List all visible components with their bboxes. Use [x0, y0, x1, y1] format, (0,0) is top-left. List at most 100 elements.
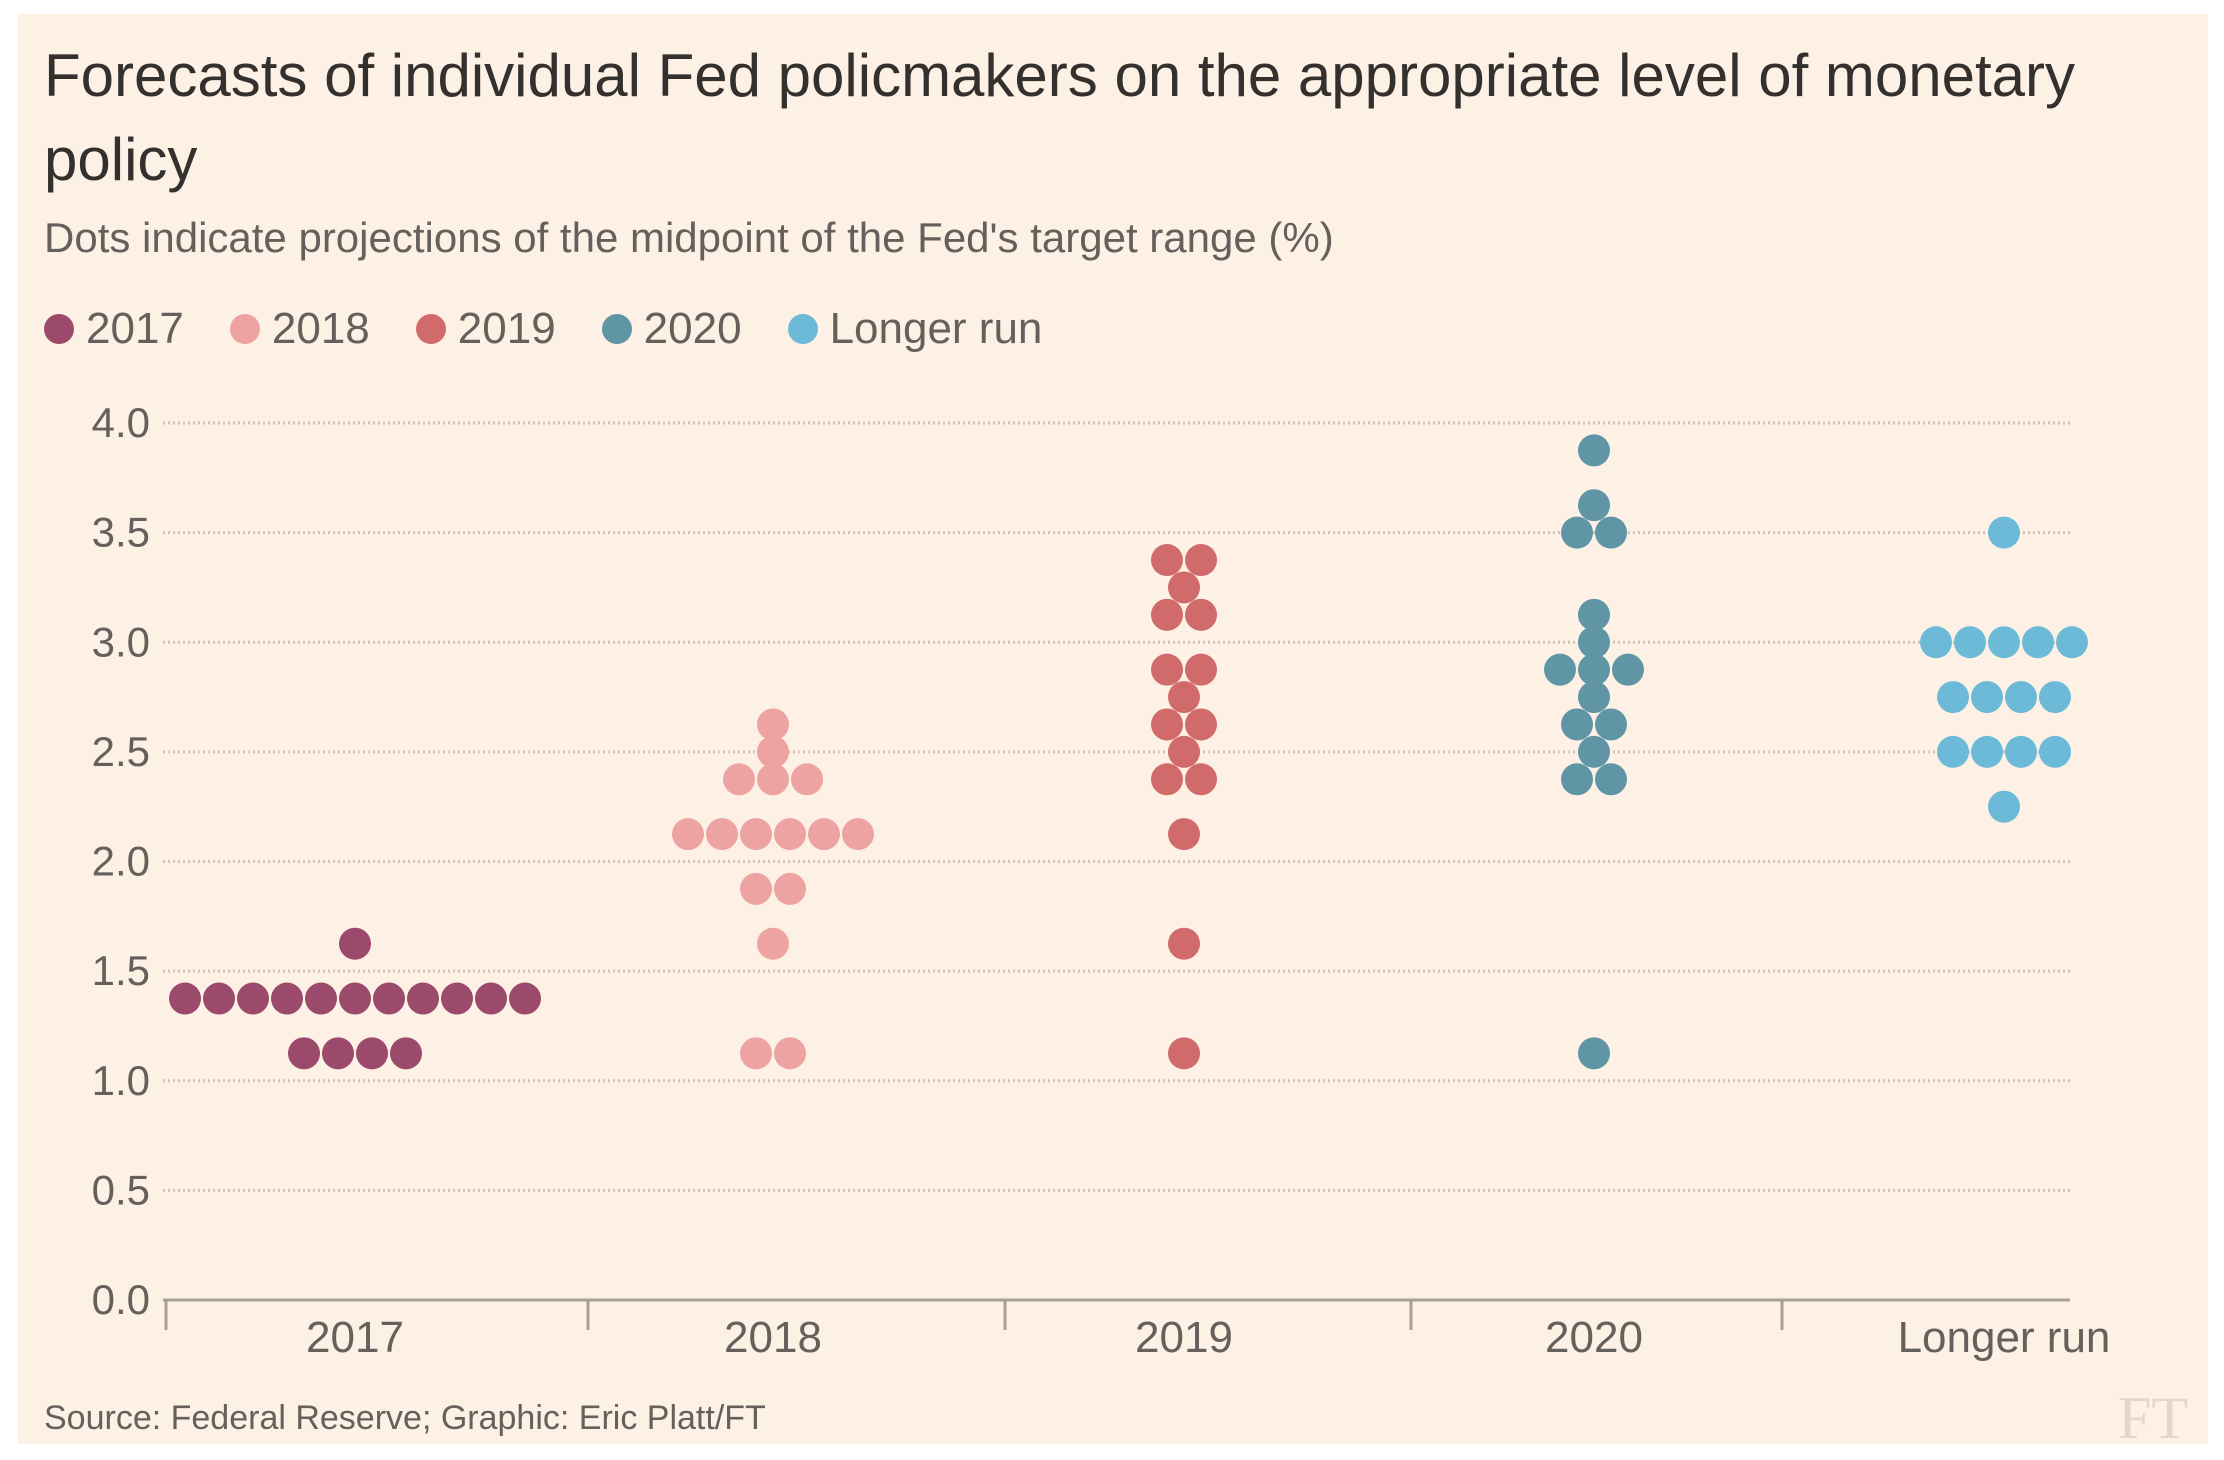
legend-label: 2019 [457, 304, 556, 353]
x-tick-label: Longer run [1898, 1313, 2111, 1362]
legend-label: 2020 [643, 304, 742, 353]
chart-card: Forecasts of individual Fed policmakers … [18, 14, 2208, 1451]
dot-2018 [706, 818, 738, 851]
dot-2017 [441, 982, 473, 1015]
dot-2017 [339, 982, 371, 1015]
dot-2018 [740, 818, 772, 851]
dot-2017 [356, 1037, 388, 1070]
dot-2018 [723, 763, 755, 796]
dot-2020 [1595, 516, 1627, 549]
dot-longer-run [1920, 626, 1952, 659]
x-tick-label: 2018 [724, 1313, 822, 1362]
dot-2018 [842, 818, 874, 851]
dot-2020 [1578, 653, 1610, 686]
dot-longer-run [2039, 681, 2071, 714]
dot-2019 [1151, 708, 1183, 741]
dot-2020 [1595, 763, 1627, 796]
dot-2019 [1151, 653, 1183, 686]
y-tick-label: 1.5 [92, 947, 150, 994]
dot-2020 [1544, 653, 1576, 686]
dot-2017 [169, 982, 201, 1015]
source-note: Source: Federal Reserve; Graphic: Eric P… [44, 1399, 766, 1437]
dot-2017 [203, 982, 235, 1015]
y-tick-label: 4.0 [92, 399, 150, 446]
dot-2019 [1185, 653, 1217, 686]
legend: 2017 2018 2019 2020 Longer run [44, 304, 1042, 354]
dot-longer-run [2022, 626, 2054, 659]
dot-longer-run [1937, 681, 1969, 714]
dot-2019 [1168, 927, 1200, 960]
dot-2017 [373, 982, 405, 1015]
dot-2017 [407, 982, 439, 1015]
legend-item: 2017 [44, 304, 184, 354]
dot-2017 [271, 982, 303, 1015]
dot-2017 [322, 1037, 354, 1070]
dot-2020 [1578, 735, 1610, 768]
dot-2019 [1151, 598, 1183, 631]
legend-swatch [415, 314, 446, 344]
y-tick-label: 0.0 [92, 1276, 150, 1323]
dot-2019 [1151, 544, 1183, 577]
dot-2018 [774, 1037, 806, 1070]
dot-longer-run [1937, 735, 1969, 768]
dot-2019 [1168, 571, 1200, 604]
dot-2018 [672, 818, 704, 851]
dot-longer-run [2005, 735, 2037, 768]
dot-longer-run [1971, 681, 2003, 714]
dot-2020 [1578, 434, 1610, 467]
dot-longer-run [1971, 735, 2003, 768]
dot-2020 [1578, 598, 1610, 631]
x-tick-label: 2019 [1135, 1313, 1233, 1362]
dot-2018 [774, 872, 806, 905]
dot-2018 [791, 763, 823, 796]
dot-2018 [757, 708, 789, 741]
dot-2018 [757, 927, 789, 960]
dot-2018 [757, 763, 789, 796]
dot-2019 [1168, 818, 1200, 851]
legend-item: Longer run [787, 304, 1042, 354]
dot-2019 [1185, 763, 1217, 796]
dot-2019 [1168, 681, 1200, 714]
legend-item: 2020 [601, 304, 742, 354]
ft-logo: FT [2117, 1385, 2188, 1451]
dot-longer-run [1988, 516, 2020, 549]
dot-2020 [1595, 708, 1627, 741]
chart-subtitle: Dots indicate projections of the midpoin… [44, 214, 1334, 261]
dot-2018 [740, 1037, 772, 1070]
legend-swatch [229, 314, 260, 344]
y-tick-label: 1.0 [92, 1057, 150, 1104]
y-tick-label: 0.5 [92, 1166, 150, 1213]
dot-2017 [390, 1037, 422, 1070]
dot-2020 [1578, 681, 1610, 714]
dot-2020 [1561, 516, 1593, 549]
chart-title: Forecasts of individual Fed policmakers … [44, 42, 2076, 193]
dot-2019 [1185, 544, 1217, 577]
y-tick-label: 3.0 [92, 618, 150, 665]
legend-label: 2018 [271, 304, 370, 353]
dot-2017 [475, 982, 507, 1015]
dot-2019 [1185, 708, 1217, 741]
dot-longer-run [2039, 735, 2071, 768]
dot-2019 [1168, 735, 1200, 768]
dot-2020 [1561, 708, 1593, 741]
dot-2018 [774, 818, 806, 851]
dot-2018 [808, 818, 840, 851]
y-tick-label: 3.5 [92, 509, 150, 556]
dot-2020 [1578, 1037, 1610, 1070]
dot-2020 [1578, 489, 1610, 522]
dot-2019 [1185, 598, 1217, 631]
dot-2017 [339, 927, 371, 960]
dot-2020 [1561, 763, 1593, 796]
legend-swatch [601, 314, 632, 344]
legend-swatch [44, 314, 74, 344]
y-tick-label: 2.5 [92, 728, 150, 775]
x-tick-label: 2020 [1545, 1313, 1643, 1362]
dot-longer-run [2005, 681, 2037, 714]
dot-2020 [1612, 653, 1644, 686]
x-tick-label: 2017 [306, 1313, 404, 1362]
legend-item: 2019 [415, 304, 556, 354]
dot-longer-run [1988, 626, 2020, 659]
dot-longer-run [1988, 790, 2020, 823]
legend-swatch [787, 314, 818, 344]
